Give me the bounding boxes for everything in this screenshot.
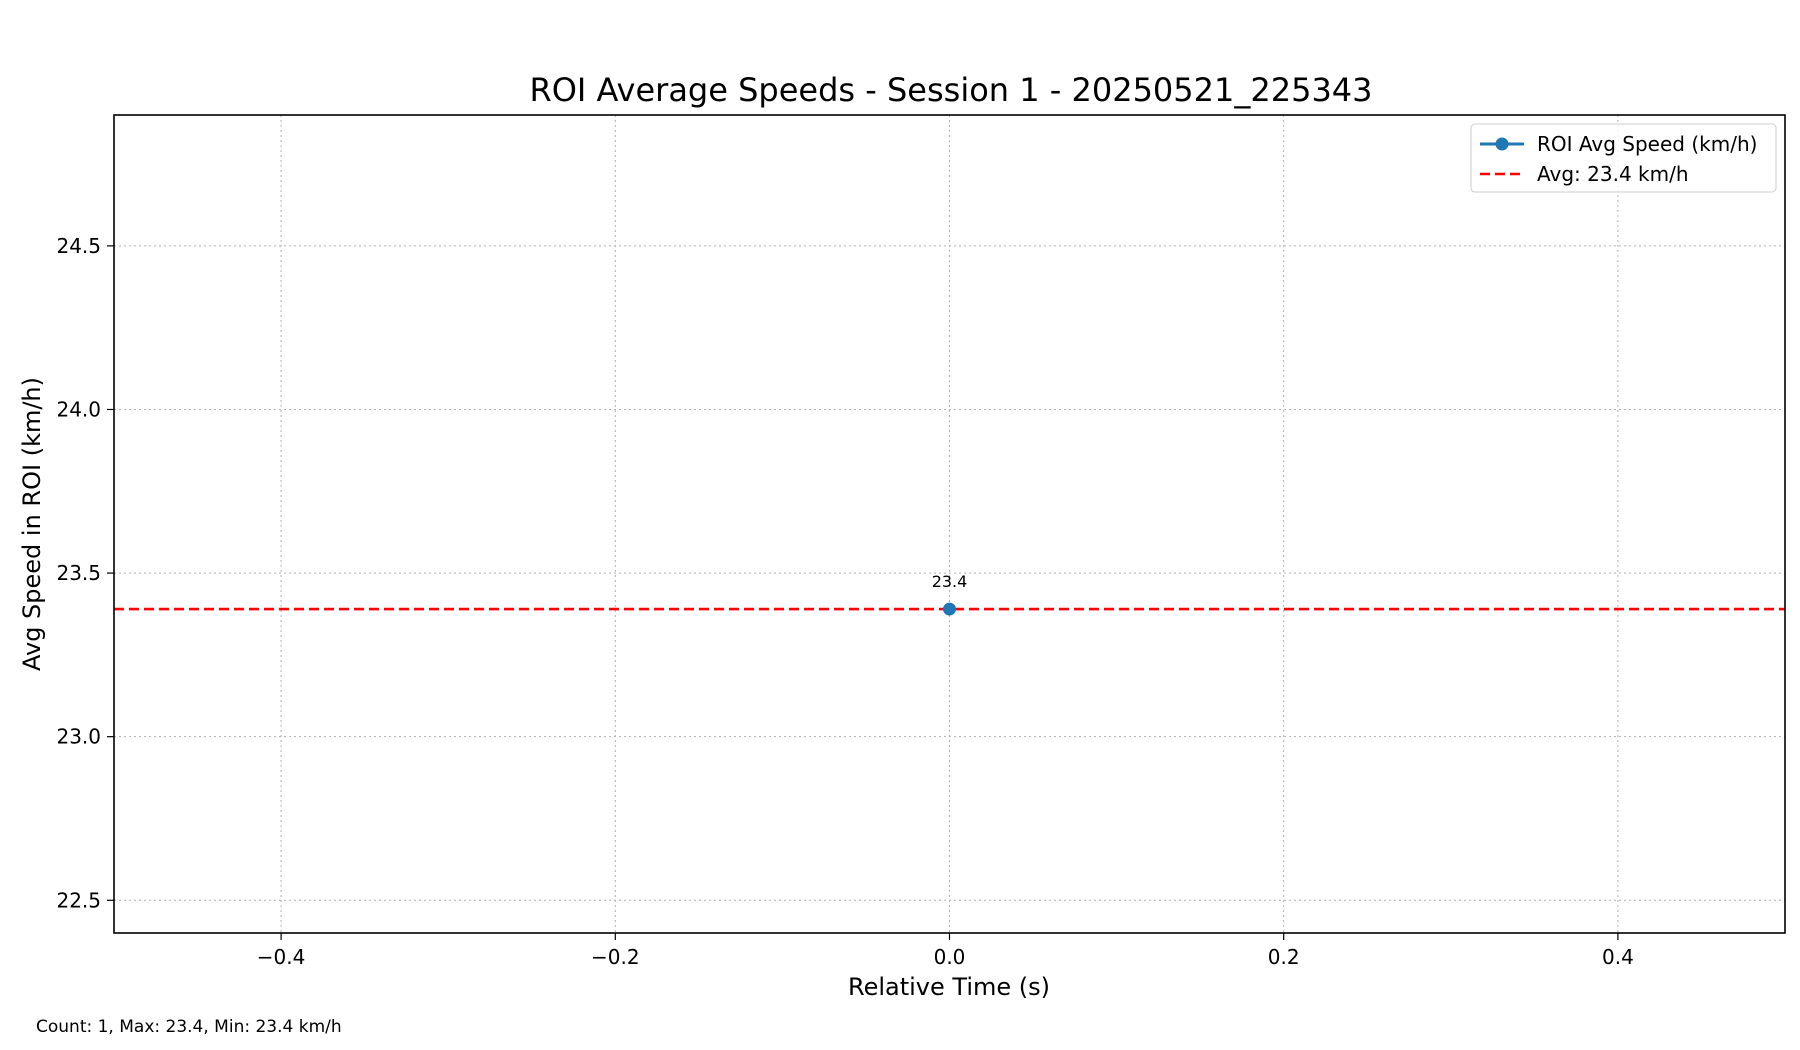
data-point	[943, 602, 956, 616]
y-tick-label: 23.0	[56, 725, 101, 749]
grid-lines	[114, 115, 1785, 933]
x-tick-label: 0.4	[1602, 945, 1634, 969]
legend-label: Avg: 23.4 km/h	[1537, 162, 1689, 186]
y-tick-label: 24.0	[56, 397, 101, 421]
x-tick-label: 0.0	[934, 945, 966, 969]
legend: ROI Avg Speed (km/h) Avg: 23.4 km/h	[1470, 123, 1777, 193]
x-axis-ticks: −0.4 −0.2 0.0 0.2 0.4	[257, 933, 1634, 969]
y-axis-ticks: 22.5 23.0 23.5 24.0 24.5	[56, 234, 114, 912]
x-tick-label: 0.2	[1268, 945, 1300, 969]
y-axis-label: Avg Speed in ROI (km/h)	[18, 377, 46, 671]
x-tick-label: −0.2	[591, 945, 640, 969]
legend-box	[1470, 123, 1777, 193]
legend-series-marker	[1495, 137, 1509, 151]
x-axis-label: Relative Time (s)	[848, 973, 1050, 1001]
data-label: 23.4	[932, 572, 968, 591]
y-tick-label: 22.5	[56, 888, 101, 912]
legend-label: ROI Avg Speed (km/h)	[1537, 132, 1757, 156]
data-series: 23.4	[932, 572, 968, 616]
x-tick-label: −0.4	[257, 945, 306, 969]
y-tick-label: 23.5	[56, 561, 101, 585]
chart-title: ROI Average Speeds - Session 1 - 2025052…	[529, 71, 1372, 109]
footer-note: Count: 1, Max: 23.4, Min: 23.4 km/h	[36, 1017, 342, 1037]
y-tick-label: 24.5	[56, 234, 101, 258]
